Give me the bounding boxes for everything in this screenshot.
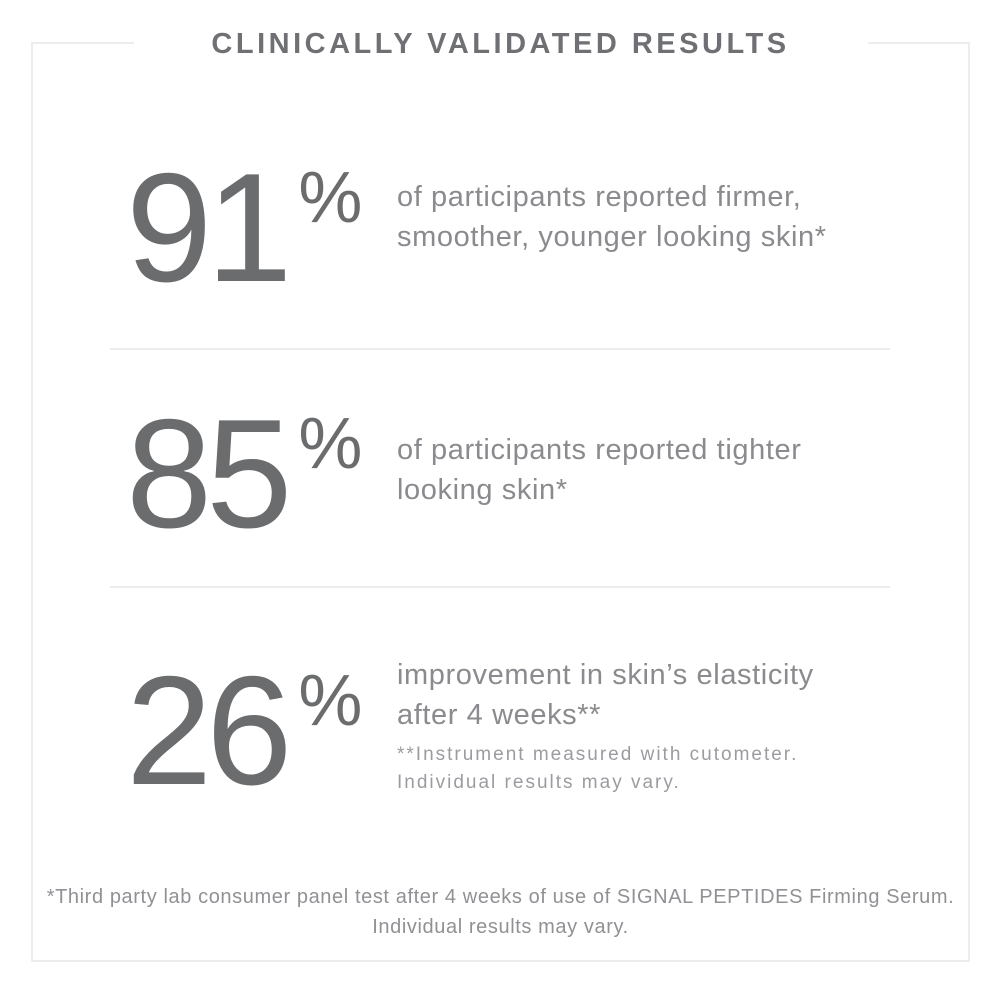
stat-26-footnote: **Instrument measured with cutometer. In… (397, 741, 798, 797)
stat-91-value: 91 (126, 141, 292, 314)
stat-85-description-line-2: looking skin* (397, 474, 568, 506)
disclaimer-footer: *Third party lab consumer panel test aft… (33, 882, 968, 942)
section-divider-2 (110, 586, 890, 588)
card-title-wrap: CLINICALLY VALIDATED RESULTS (133, 24, 868, 64)
stat-26-footnote-line-2: Individual results may vary. (397, 772, 681, 793)
section-divider-1 (110, 348, 890, 350)
disclaimer-line-2: Individual results may vary. (372, 916, 629, 938)
stat-26-footnote-line-1: **Instrument measured with cutometer. (397, 744, 799, 765)
stat-26-value: 26 (126, 644, 292, 817)
stat-91-description: of participants reported firmer, smoothe… (397, 177, 827, 257)
stat-85-description-line-1: of participants reported tighter (397, 434, 802, 466)
stat-26-description-line-2: after 4 weeks** (397, 699, 602, 731)
stat-91-description-line-2: smoother, younger looking skin* (397, 221, 827, 253)
stat-26: 26% (126, 644, 363, 817)
stat-26-description-line-1: improvement in skin’s elasticity (397, 659, 814, 691)
stat-85-description: of participants reported tighter looking… (397, 430, 801, 510)
disclaimer-line-1: *Third party lab consumer panel test aft… (46, 886, 955, 908)
stat-26-description: improvement in skin’s elasticity after 4… (397, 655, 814, 735)
stat-91-percent-sign: % (298, 158, 363, 238)
stat-85: 85% (126, 387, 363, 560)
stat-85-percent-sign: % (298, 404, 363, 484)
results-card: CLINICALLY VALIDATED RESULTS 91% of part… (31, 24, 970, 962)
stat-26-percent-sign: % (298, 661, 363, 741)
page-title: CLINICALLY VALIDATED RESULTS (211, 28, 790, 60)
stat-91-description-line-1: of participants reported firmer, (397, 181, 802, 213)
stat-91: 91% (126, 141, 363, 314)
stat-85-value: 85 (126, 387, 292, 560)
